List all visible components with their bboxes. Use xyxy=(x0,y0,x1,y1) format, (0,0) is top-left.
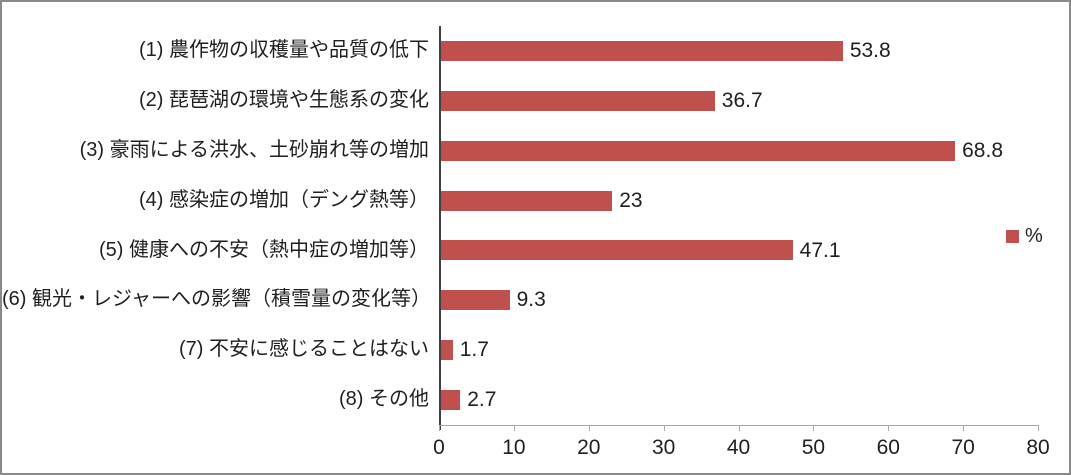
legend-swatch-icon xyxy=(1006,230,1019,243)
value-label: 68.8 xyxy=(962,138,1003,162)
value-label: 23 xyxy=(619,188,643,212)
x-axis-tick-label: 70 xyxy=(951,436,975,459)
x-axis-tick xyxy=(963,426,965,431)
category-label: (1) 農作物の収穫量や品質の低下 xyxy=(139,39,429,61)
bar xyxy=(440,290,510,311)
x-axis-tick xyxy=(588,426,590,431)
bar xyxy=(440,240,793,261)
y-axis-line xyxy=(439,26,441,430)
category-label: (6) 観光・レジャーへの影響（積雪量の変化等） xyxy=(2,288,431,311)
x-axis-tick-label: 40 xyxy=(726,436,751,459)
value-label: 47.1 xyxy=(799,238,841,262)
x-axis-tick-label: 50 xyxy=(801,436,826,459)
legend-label: % xyxy=(1025,225,1043,247)
bar xyxy=(440,190,613,211)
value-label: 36.7 xyxy=(721,88,763,112)
x-axis-tick xyxy=(663,426,665,431)
category-label: (8) その他 xyxy=(339,388,429,411)
bar xyxy=(440,140,956,161)
x-axis-tick-label: 0 xyxy=(433,436,445,459)
x-axis-tick-label: 20 xyxy=(577,436,601,459)
x-axis-tick xyxy=(738,426,740,431)
value-label: 1.7 xyxy=(459,338,489,362)
category-label: (7) 不安に感じることはない xyxy=(179,338,429,361)
value-label: 9.3 xyxy=(516,288,546,312)
x-axis-line xyxy=(439,425,1039,426)
category-label: (2) 琵琶湖の環境や生態系の変化 xyxy=(139,88,429,111)
x-axis-tick xyxy=(1038,426,1039,431)
bar xyxy=(440,340,453,361)
x-axis-tick-label: 60 xyxy=(876,436,900,459)
category-label: (4) 感染症の増加（デング熱等） xyxy=(139,188,429,211)
x-axis-tick-label: 10 xyxy=(502,436,526,459)
x-axis-tick-label: 30 xyxy=(651,436,676,459)
x-axis-tick xyxy=(888,426,890,431)
bar xyxy=(440,90,715,111)
bar xyxy=(440,390,461,411)
legend: % xyxy=(1006,225,1043,248)
category-label: (5) 健康への不安（熱中症の増加等） xyxy=(99,238,429,261)
x-axis-tick xyxy=(513,426,515,431)
x-axis-tick xyxy=(439,426,440,431)
x-axis-tick-label: 80 xyxy=(1026,436,1050,459)
x-axis-tick xyxy=(813,426,815,431)
value-label: 2.7 xyxy=(467,388,497,412)
value-label: 53.8 xyxy=(849,39,891,62)
bar xyxy=(440,40,843,61)
category-label: (3) 豪雨による洪水、土砂崩れ等の増加 xyxy=(79,138,429,161)
